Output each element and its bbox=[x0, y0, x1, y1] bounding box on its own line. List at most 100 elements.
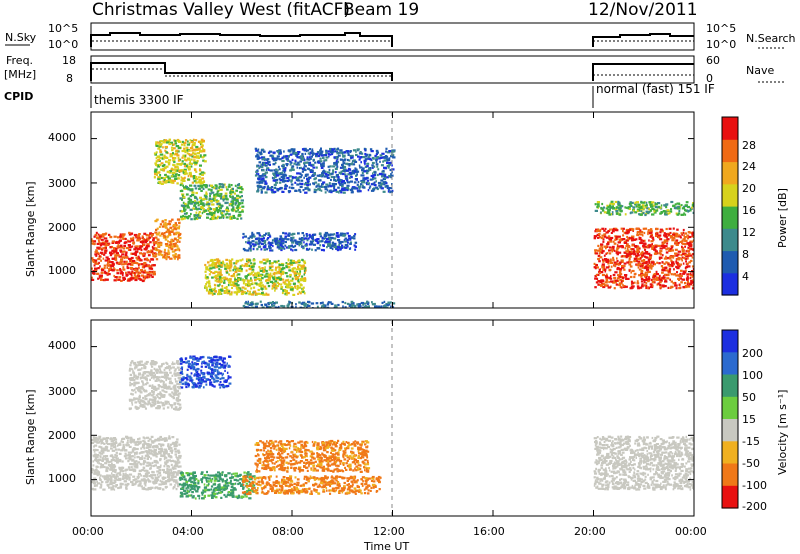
heatmap-cell bbox=[176, 169, 180, 172]
heatmap-cell bbox=[634, 272, 637, 275]
heatmap-cell bbox=[602, 282, 605, 285]
heatmap-cell bbox=[149, 232, 152, 235]
heatmap-cell bbox=[609, 258, 612, 261]
heatmap-cell bbox=[332, 169, 334, 172]
heatmap-cell bbox=[217, 271, 221, 274]
heatmap-cell bbox=[669, 210, 673, 213]
heatmap-cell bbox=[388, 157, 391, 160]
heatmap-cell bbox=[593, 262, 596, 265]
heatmap-cell bbox=[652, 273, 655, 276]
heatmap-cell bbox=[350, 176, 353, 179]
heatmap-cell bbox=[230, 283, 234, 286]
heatmap-cell bbox=[295, 261, 299, 264]
heatmap-cell bbox=[631, 282, 634, 285]
heatmap-cell bbox=[636, 209, 639, 212]
heatmap-cell bbox=[595, 281, 599, 284]
heatmap-cell bbox=[152, 270, 156, 274]
heatmap-cell bbox=[262, 239, 267, 243]
heatmap-cell bbox=[123, 455, 127, 458]
heatmap-cell bbox=[632, 209, 635, 212]
heatmap-cell bbox=[295, 154, 299, 157]
heatmap-cell bbox=[221, 214, 224, 217]
heatmap-cell bbox=[366, 300, 369, 303]
heatmap-cell bbox=[650, 264, 654, 268]
heatmap-cell bbox=[337, 186, 340, 189]
heatmap-cell bbox=[611, 203, 615, 206]
heatmap-cell bbox=[689, 259, 693, 262]
heatmap-cell bbox=[343, 239, 346, 242]
heatmap-cell bbox=[596, 236, 600, 239]
heatmap-cell bbox=[341, 185, 344, 188]
heatmap-cell bbox=[313, 190, 317, 194]
heatmap-cell bbox=[188, 199, 193, 202]
heatmap-cell bbox=[652, 262, 655, 266]
heatmap-cell bbox=[200, 206, 204, 209]
heatmap-cell bbox=[211, 191, 215, 194]
heatmap-cell bbox=[281, 278, 285, 281]
heatmap-cell bbox=[185, 164, 188, 168]
heatmap-cell bbox=[353, 302, 355, 305]
heatmap-cell bbox=[622, 283, 624, 287]
heatmap-cell bbox=[324, 240, 329, 243]
heatmap-cell bbox=[678, 202, 681, 205]
heatmap-cell bbox=[106, 264, 110, 267]
heatmap-cell bbox=[155, 249, 160, 252]
heatmap-cell bbox=[263, 150, 266, 153]
heatmap-cell bbox=[366, 302, 370, 305]
heatmap-cell bbox=[336, 147, 340, 150]
heatmap-cell bbox=[204, 270, 207, 273]
heatmap-cell bbox=[628, 258, 631, 261]
heatmap-cell bbox=[324, 172, 328, 175]
heatmap-cell bbox=[269, 272, 272, 275]
heatmap-cell bbox=[268, 163, 271, 166]
heatmap-cell bbox=[344, 301, 347, 305]
heatmap-cell bbox=[371, 301, 373, 304]
heatmap-cell bbox=[275, 240, 278, 243]
heatmap-cell bbox=[178, 249, 181, 252]
heatmap-cell bbox=[246, 249, 250, 252]
heatmap-cell bbox=[345, 186, 349, 189]
heatmap-cell bbox=[329, 165, 332, 168]
heatmap-cell bbox=[297, 272, 300, 275]
heatmap-cell bbox=[301, 170, 304, 173]
heatmap-cell bbox=[178, 225, 181, 228]
heatmap-cell bbox=[104, 475, 108, 478]
heatmap-cell bbox=[176, 139, 180, 142]
heatmap-cell bbox=[126, 239, 129, 242]
heatmap-cell bbox=[274, 306, 277, 308]
heatmap-cell bbox=[162, 478, 165, 481]
heatmap-cell bbox=[158, 466, 162, 469]
heatmap-cell bbox=[162, 255, 166, 258]
heatmap-cell bbox=[603, 245, 607, 248]
heatmap-cell bbox=[667, 270, 671, 273]
heatmap-cell bbox=[323, 175, 327, 178]
heatmap-cell bbox=[147, 251, 151, 254]
heatmap-cell bbox=[353, 237, 356, 240]
heatmap-cell bbox=[331, 182, 335, 186]
heatmap-cell bbox=[221, 210, 226, 213]
heatmap-cell bbox=[214, 287, 217, 290]
heatmap-cell bbox=[112, 442, 116, 445]
heatmap-cell bbox=[214, 198, 216, 201]
heatmap-cell bbox=[282, 289, 285, 292]
heatmap-cell bbox=[113, 235, 117, 238]
heatmap-cell bbox=[334, 150, 337, 153]
heatmap-cell bbox=[167, 180, 170, 184]
heatmap-cell bbox=[289, 288, 293, 291]
heatmap-cell bbox=[221, 205, 223, 208]
heatmap-cell bbox=[282, 175, 286, 178]
heatmap-cell bbox=[336, 165, 339, 168]
heatmap-cell bbox=[128, 231, 131, 234]
heatmap-cell bbox=[195, 148, 199, 151]
heatmap-cell bbox=[338, 177, 340, 180]
heatmap-cell bbox=[139, 469, 142, 472]
heatmap-cell bbox=[171, 442, 175, 445]
freq-tick-high: 18 bbox=[62, 54, 76, 67]
heatmap-cell bbox=[380, 184, 383, 187]
heatmap-cell bbox=[279, 242, 281, 245]
heatmap-cell bbox=[286, 285, 290, 288]
heatmap-cell bbox=[609, 236, 614, 240]
heatmap-cell bbox=[324, 188, 328, 191]
heatmap-cell bbox=[290, 180, 293, 183]
heatmap-cell bbox=[159, 435, 162, 439]
